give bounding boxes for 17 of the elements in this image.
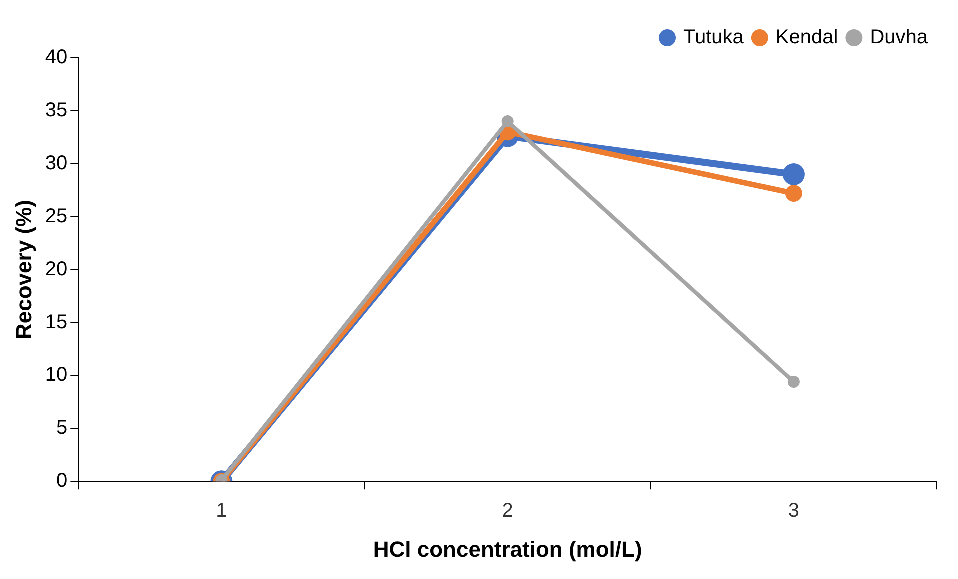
x-tick-label: 3 — [788, 500, 800, 522]
x-tick-label: 1 — [216, 500, 228, 522]
legend-label: Duvha — [870, 26, 929, 49]
y-tick-label: 10 — [45, 364, 68, 386]
x-axis-title: HCl concentration (mol/L) — [373, 536, 642, 562]
legend-label: Kendal — [776, 26, 838, 49]
x-tick-label: 2 — [502, 500, 514, 522]
legend-label: Tutuka — [684, 26, 745, 49]
y-tick-label: 5 — [56, 417, 68, 440]
y-tick-label: 25 — [45, 205, 68, 228]
y-tick-label: 40 — [45, 46, 68, 69]
y-tick-label: 30 — [45, 152, 68, 174]
y-tick-label: 15 — [45, 311, 68, 334]
y-axis-title: Recovery (%) — [11, 200, 36, 340]
y-tick-label: 20 — [45, 258, 68, 280]
y-tick-label: 35 — [45, 99, 68, 122]
y-tick-label: 0 — [56, 470, 68, 492]
